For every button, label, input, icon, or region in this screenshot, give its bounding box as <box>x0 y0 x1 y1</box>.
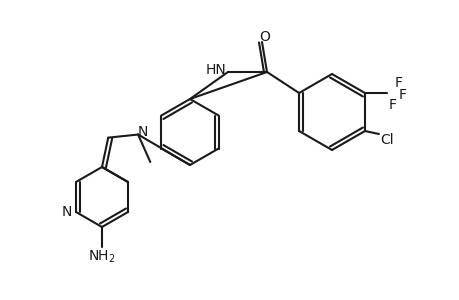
Text: N: N <box>62 205 72 219</box>
Text: F: F <box>394 76 402 90</box>
Text: NH$_2$: NH$_2$ <box>88 249 116 265</box>
Text: N: N <box>138 124 148 139</box>
Text: F: F <box>388 98 396 112</box>
Text: HN: HN <box>205 63 226 77</box>
Text: Cl: Cl <box>379 133 393 147</box>
Text: F: F <box>398 88 406 102</box>
Text: O: O <box>259 30 270 44</box>
